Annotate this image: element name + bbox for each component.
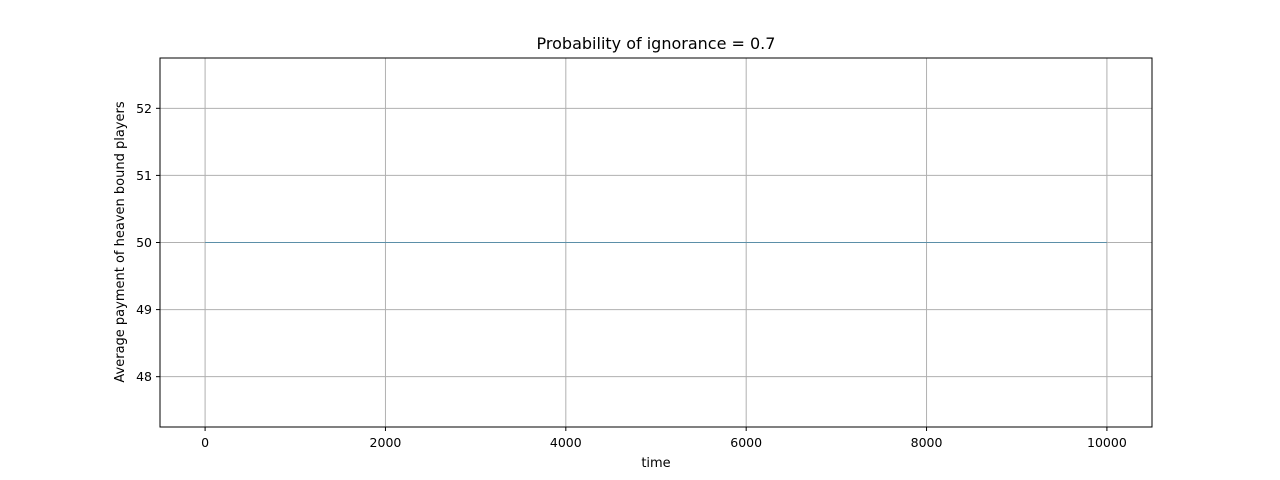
x-axis-label: time [641,456,670,471]
y-tick-label: 50 [136,235,152,250]
x-tick-label: 6000 [730,435,762,450]
x-tick-label: 4000 [550,435,582,450]
y-axis-label: Average payment of heaven bound players [113,101,128,382]
y-tick-label: 51 [136,168,152,183]
y-tick-label: 52 [136,101,152,116]
tick-layer: 0 2000 4000 6000 8000 10000 48 49 50 51 52 [136,101,1127,450]
x-tick-label: 8000 [911,435,943,450]
y-tick-label: 48 [136,369,152,384]
chart-title: Probability of ignorance = 0.7 [537,34,776,53]
x-tick-label: 0 [201,435,209,450]
y-tick-label: 49 [136,302,152,317]
x-tick-label: 2000 [370,435,402,450]
x-tick-label: 10000 [1087,435,1127,450]
